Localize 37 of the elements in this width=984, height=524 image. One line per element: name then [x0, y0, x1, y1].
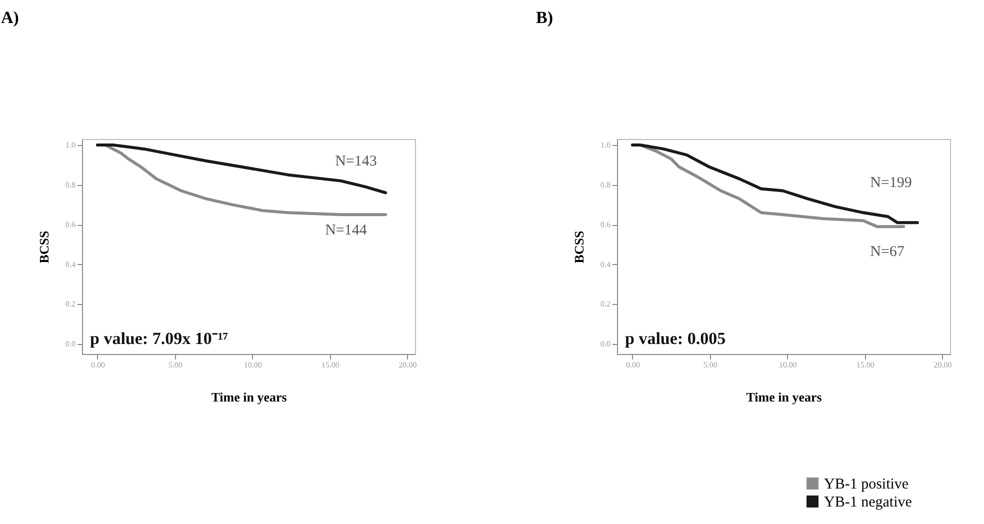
x-tick-label: 0.00: [90, 360, 105, 370]
annotation: N=67: [870, 244, 905, 260]
y-tick-label: 0.0: [66, 340, 76, 349]
y-tick-label: 0.4: [600, 260, 610, 269]
y-tick-label: 0.2: [600, 300, 610, 309]
x-tick-label: 15.00: [856, 360, 874, 370]
y-tick-label: 0.0: [600, 340, 610, 349]
y-tick-label: 0.6: [66, 220, 76, 230]
y-tick-label: 0.6: [600, 220, 610, 230]
annotation: N=199: [870, 175, 912, 191]
chart-title: B): [536, 8, 553, 27]
line-series: [96, 143, 388, 194]
x-tick-label: 10.00: [778, 360, 797, 370]
y-tick-label: 0.4: [66, 260, 76, 269]
x-tick-label: 10.00: [244, 360, 262, 370]
chart-title: A): [1, 8, 19, 27]
x-tick-label: 15.00: [321, 360, 340, 370]
y-tick-label: 0.8: [66, 180, 76, 190]
x-tick-label: 20.00: [398, 360, 417, 370]
annotation: p value: 7.09x 10⁻¹⁷: [90, 329, 228, 348]
y-tick-label: 0.2: [66, 300, 76, 309]
y-tick-label: 0.8: [600, 180, 610, 190]
y-axis-title: BCSS: [36, 230, 52, 264]
annotation: N=144: [325, 222, 368, 238]
legend-label: YB-1 negative: [824, 494, 912, 510]
x-tick-label: 20.00: [934, 360, 952, 370]
x-tick-label: 5.00: [703, 360, 718, 370]
x-axis-title: Time in years: [211, 390, 287, 404]
x-tick-label: 0.00: [626, 360, 640, 370]
annotation: N=143: [335, 154, 377, 170]
y-axis-title: BCSS: [572, 230, 586, 264]
y-tick-label: 1.0: [66, 140, 76, 150]
x-axis-title: Time in years: [746, 390, 822, 404]
legend-label: YB-1 positive: [824, 476, 909, 492]
y-tick-label: 1.0: [600, 140, 610, 150]
annotation: p value: 0.005: [625, 329, 726, 348]
x-tick-label: 5.00: [168, 360, 182, 370]
